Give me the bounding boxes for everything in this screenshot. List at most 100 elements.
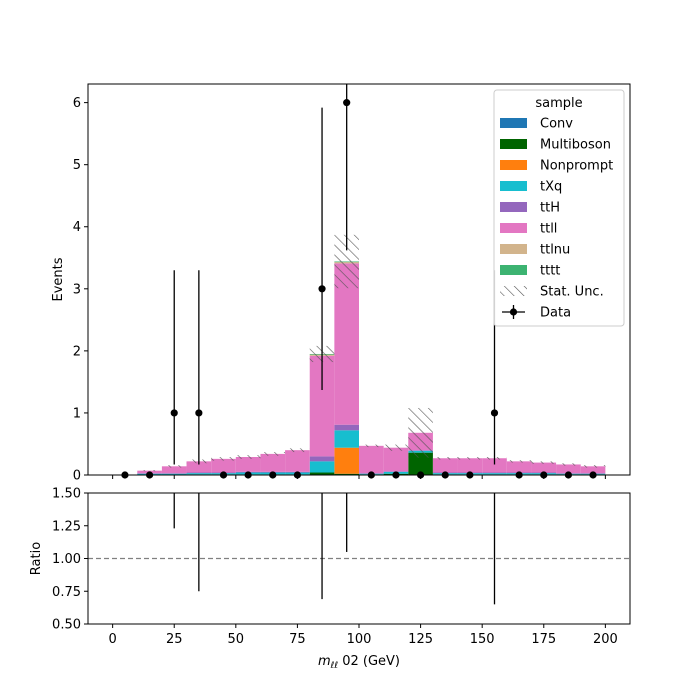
x-axis-label: mℓℓ 02 (GeV)	[318, 654, 400, 671]
bar-ttll-bin-6	[260, 453, 286, 472]
ratio-panel: 0.50 0.75 1.00 1.25 1.50 0 25 50 75 100 125 150 175…	[29, 487, 631, 671]
main-y-tick-label-4: 4	[73, 220, 81, 235]
x-tick-label-175: 175	[531, 632, 556, 647]
stat-unc-bin-10	[359, 444, 384, 448]
bar-txq-bin-3	[186, 473, 212, 475]
bar-txq-bin-2	[161, 473, 187, 475]
bar-txq-bin-8	[309, 461, 335, 473]
data-point-8	[318, 285, 326, 293]
main-y-tick-label-1: 1	[73, 406, 81, 421]
bar-tth-bin-15	[482, 472, 507, 474]
bar-multiboson-bin-8	[309, 472, 335, 475]
data-points	[121, 84, 597, 479]
main-y-tick-label-3: 3	[73, 282, 81, 297]
stat-unc-bin-6	[260, 452, 286, 456]
ratio-y-ticks: 0.50 0.75 1.00 1.25 1.50	[52, 487, 88, 633]
ratio-y-tick-label-0.75: 0.75	[52, 585, 81, 600]
bar-multiboson-bin-12	[408, 452, 433, 475]
ratio-x-ticks: 0 25 50 75 100 125 150 175 200	[108, 624, 618, 647]
main-panel: 0 1 2 3 4 5 6 Events	[51, 83, 631, 484]
bar-ttll-bin-17	[531, 462, 557, 473]
legend-label-data: Data	[540, 306, 571, 321]
ratio-y-tick-label-1.50: 1.50	[52, 487, 81, 502]
legend-swatch-ttll	[500, 223, 527, 233]
stat-unc-bin-13	[432, 457, 458, 460]
legend-label-conv: Conv	[540, 117, 573, 132]
bar-ttll-bin-13	[432, 458, 458, 473]
x-tick-label-0: 0	[108, 632, 116, 647]
bar-ttll-bin-5	[235, 457, 261, 472]
legend-label-multiboson: Multiboson	[540, 138, 611, 153]
x-tick-label-50: 50	[228, 632, 245, 647]
stat-unc-bin-11	[383, 444, 409, 451]
legend-swatch-ttlnu	[500, 244, 527, 254]
stat-unc-bin-4	[211, 457, 236, 461]
legend: sample Conv Multiboson Nonprompt tXq ttH ttll…	[493, 89, 625, 327]
x-tick-label-25: 25	[166, 632, 183, 647]
bar-ttll-bin-15	[482, 458, 507, 473]
bar-multiboson-bin-9	[334, 473, 359, 475]
bar-ttll-bin-16	[506, 461, 532, 473]
bar-ttll-bin-19	[580, 466, 606, 474]
data-point-9	[343, 99, 351, 107]
bar-ttll-bin-3	[186, 461, 212, 473]
stat-unc-bin-16	[506, 460, 532, 463]
legend-swatch-conv	[500, 118, 527, 128]
legend-label-tttt: tttt	[540, 264, 560, 279]
stat-unc-bin-1	[137, 470, 162, 472]
legend-swatch-multiboson	[500, 139, 527, 149]
ratio-y-tick-label-0.50: 0.50	[52, 618, 81, 633]
main-y-axis-label: Events	[51, 257, 66, 301]
bar-ttll-bin-2	[161, 466, 187, 474]
main-y-tick-label-5: 5	[73, 158, 81, 173]
stat-unc-bin-19	[580, 465, 606, 468]
legend-title: sample	[535, 96, 582, 111]
bar-ttll-bin-9	[334, 263, 359, 425]
stat-unc-bin-18	[556, 463, 581, 466]
bar-nonprompt-bin-9	[334, 447, 359, 474]
stat-unc-bin-14	[457, 457, 483, 460]
stat-unc-bin-12	[408, 407, 433, 458]
bar-txq-bin-9	[334, 430, 359, 448]
bar-ttll-bin-7	[285, 450, 310, 472]
bar-ttll-bin-14	[457, 458, 483, 473]
bar-tth-bin-3	[186, 472, 212, 474]
legend-swatch-data	[509, 308, 518, 316]
bar-txq-bin-15	[482, 473, 507, 475]
legend-label-tth: ttH	[540, 201, 560, 216]
ratio-y-tick-label-1.25: 1.25	[52, 519, 81, 534]
legend-items: Conv Multiboson Nonprompt tXq ttH ttll ttlnu tt…	[500, 117, 613, 321]
legend-swatch-tttt	[500, 265, 527, 275]
bar-ttll-bin-4	[211, 458, 236, 473]
legend-label-ttll: ttll	[540, 222, 557, 237]
bar-tth-bin-2	[161, 473, 187, 474]
ratio-error-bars	[173, 493, 496, 605]
bar-ttll-bin-18	[556, 464, 581, 474]
stat-unc-bin-2	[161, 465, 187, 468]
legend-label-ttlnu: ttlnu	[540, 243, 570, 258]
x-tick-label-100: 100	[347, 632, 372, 647]
legend-label-stat-unc-: Stat. Unc.	[540, 285, 604, 300]
stat-unc-bin-17	[531, 461, 557, 464]
stat-unc-bin-5	[235, 455, 261, 459]
stat-uncertainty-bands	[137, 234, 606, 472]
stat-unc-bin-7	[285, 448, 310, 453]
legend-label-nonprompt: Nonprompt	[540, 159, 613, 174]
legend-swatch-tth	[500, 202, 527, 212]
x-tick-label-150: 150	[470, 632, 495, 647]
x-tick-label-200: 200	[593, 632, 618, 647]
legend-swatch-stat-unc-	[500, 286, 527, 296]
legend-swatch-txq	[500, 181, 527, 191]
main-y-tick-label-2: 2	[73, 344, 81, 359]
x-tick-label-125: 125	[408, 632, 433, 647]
bar-tth-bin-9	[334, 424, 359, 431]
ratio-y-axis-label: Ratio	[29, 542, 44, 575]
main-y-tick-label-0: 0	[73, 469, 81, 484]
main-y-ticks: 0 1 2 3 4 5 6	[73, 96, 88, 484]
bar-ttll-bin-11	[383, 447, 409, 472]
main-x-ticks	[112, 475, 606, 479]
data-point-2	[170, 409, 178, 417]
bar-tth-bin-8	[309, 456, 335, 462]
legend-swatch-nonprompt	[500, 160, 527, 170]
